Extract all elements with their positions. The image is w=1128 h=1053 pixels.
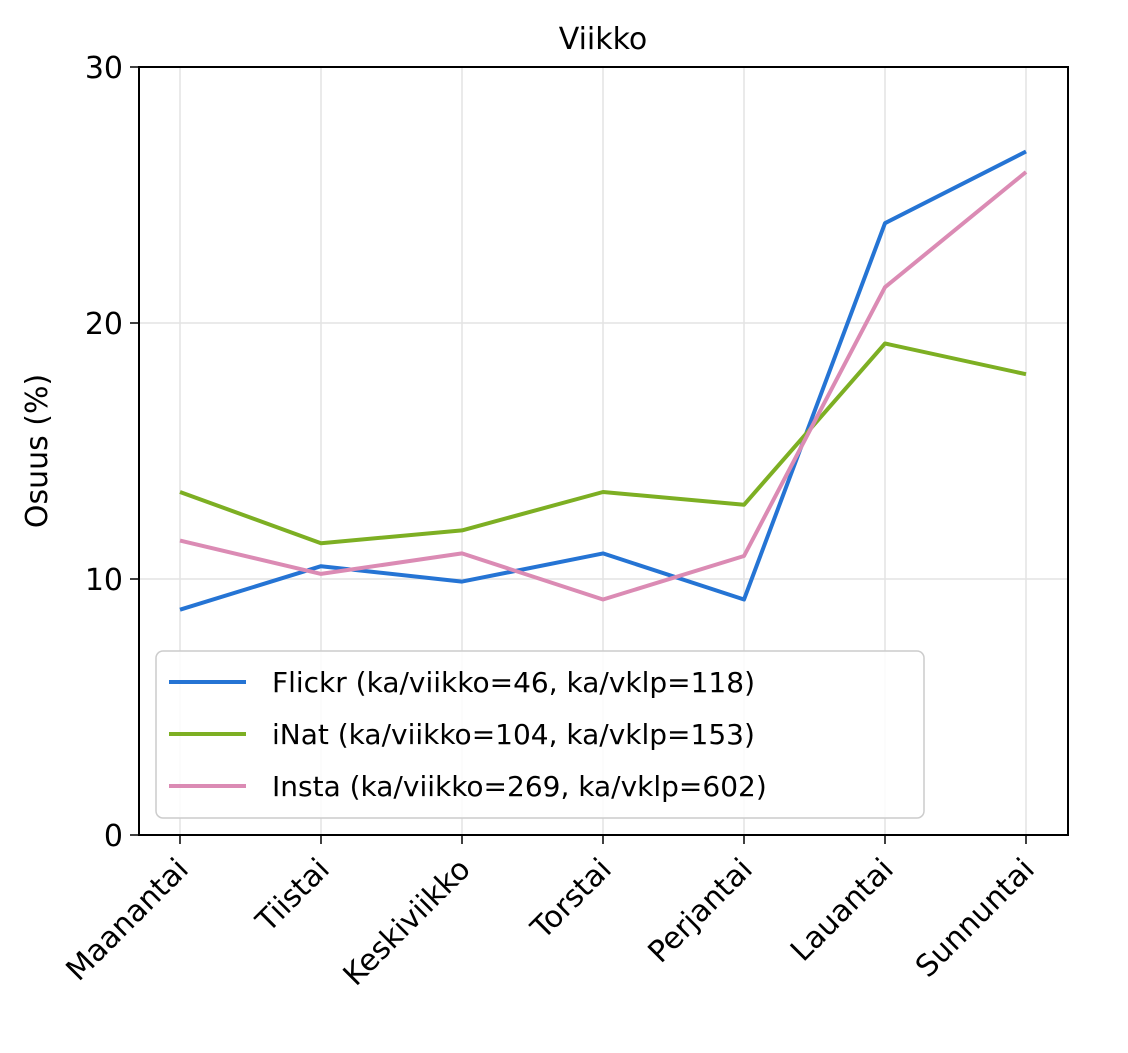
x-tick-label: Torstai bbox=[524, 852, 619, 947]
y-tick-label: 30 bbox=[85, 51, 123, 86]
series-lines bbox=[179, 149, 1028, 612]
legend-label: Insta (ka/viikko=269, ka/vklp=602) bbox=[272, 770, 767, 803]
legend-box bbox=[155, 650, 925, 819]
y-tick-label: 20 bbox=[85, 307, 123, 342]
series-line-flickr bbox=[179, 149, 1027, 612]
series-line-inat bbox=[179, 341, 1027, 546]
legend-label: Flickr (ka/viikko=46, ka/vklp=118) bbox=[272, 666, 755, 699]
x-tick-label: Perjantai bbox=[642, 852, 760, 970]
x-tick-label: Sunnuntai bbox=[909, 852, 1042, 985]
chart-title: Viikko bbox=[559, 22, 648, 57]
x-tick-label: Maanantai bbox=[60, 852, 196, 988]
x-tick-label: Lauantai bbox=[784, 852, 901, 969]
series-line-insta bbox=[179, 170, 1028, 602]
y-axis-label: Osuus (%) bbox=[20, 374, 55, 528]
legend-label: iNat (ka/viikko=104, ka/vklp=153) bbox=[272, 718, 755, 751]
legend: Flickr (ka/viikko=46, ka/vklp=118) iNat (… bbox=[155, 650, 925, 819]
y-tick-label: 10 bbox=[85, 563, 123, 598]
x-tick-label: Keskiviikko bbox=[337, 852, 478, 993]
axis-ticks: Maanantai Tiistai Keskiviikko Torstai Perjan… bbox=[60, 51, 1042, 993]
x-tick-label: Tiistai bbox=[249, 852, 337, 940]
y-tick-label: 0 bbox=[104, 819, 123, 854]
